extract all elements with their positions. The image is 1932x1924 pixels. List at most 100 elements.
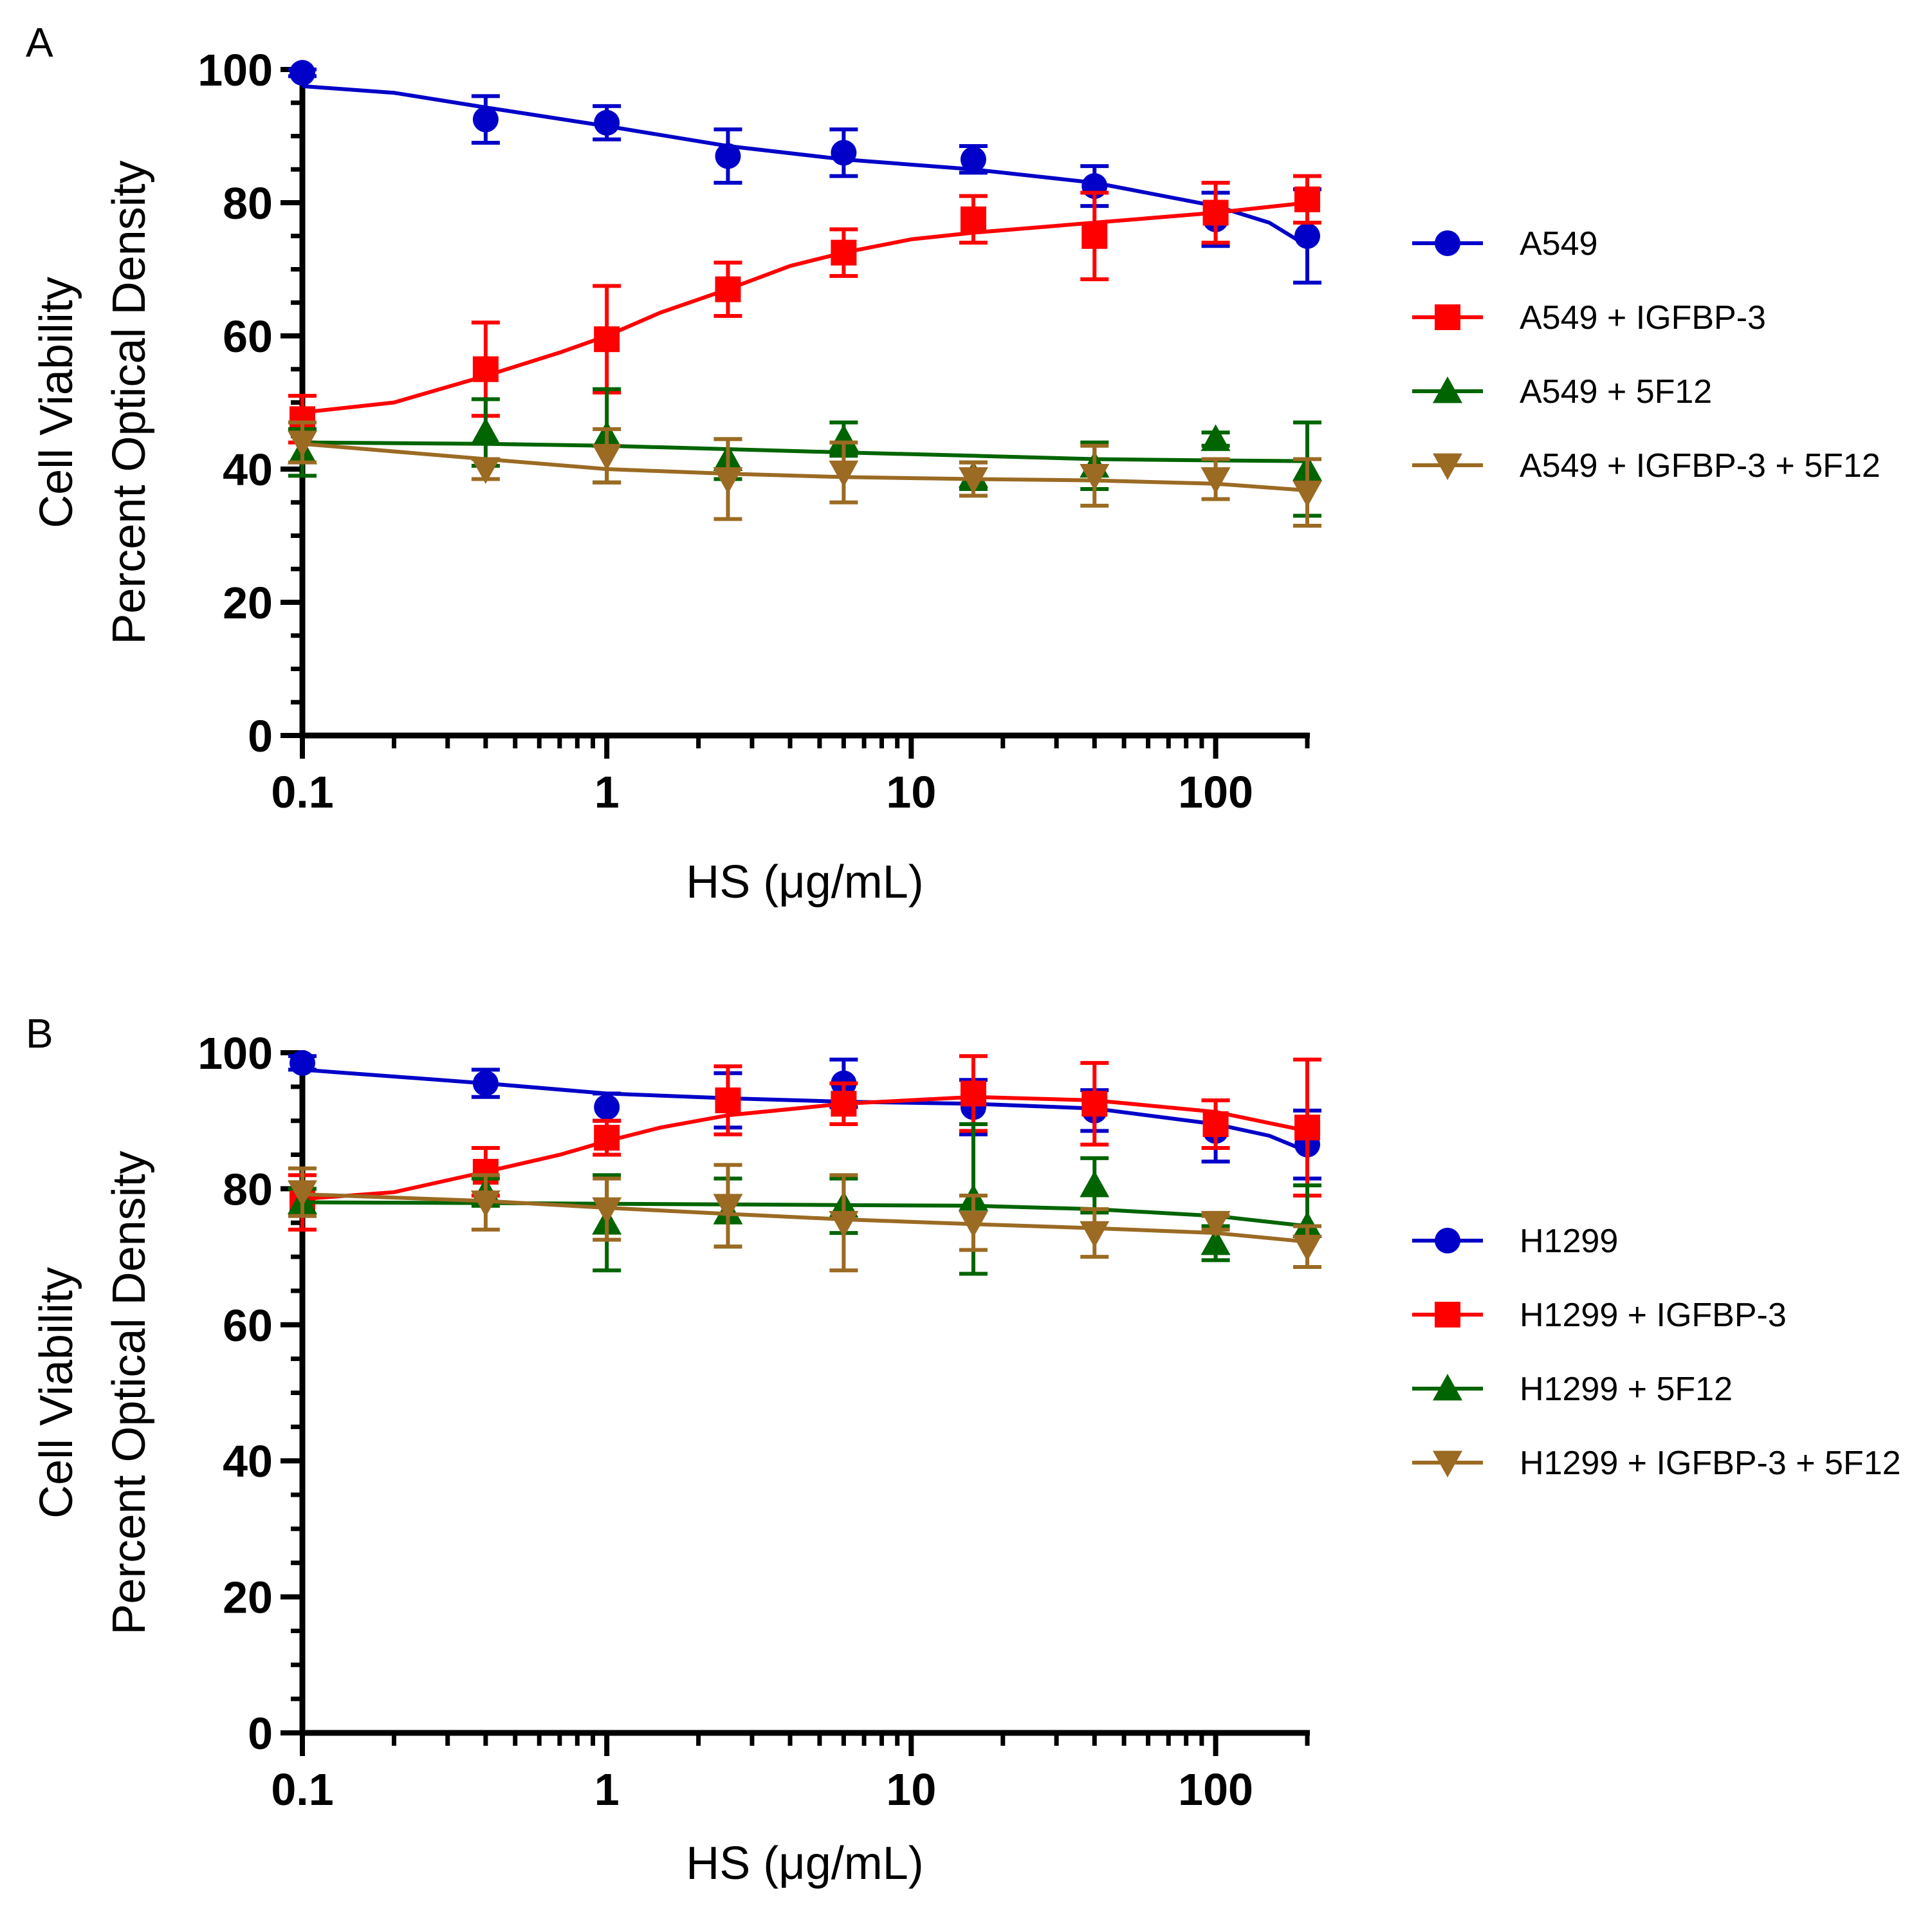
y-tick-label: 80 <box>223 1164 273 1214</box>
data-point <box>829 460 859 488</box>
data-point <box>960 206 986 232</box>
x-tick-label: 100 <box>1178 767 1253 817</box>
data-point <box>472 356 499 382</box>
data-point <box>1080 1170 1110 1198</box>
data-point <box>1201 1228 1231 1255</box>
panel-a: A 0 20 40 60 80 100 0.1 1 10 100 HS (μg/mL) Cell Via… <box>26 19 1881 908</box>
legend-marker <box>1435 1302 1460 1327</box>
data-point <box>713 1194 743 1221</box>
y-axis-title-line: Cell Viability <box>31 277 82 528</box>
y-axis-title-line: Percent Optical Density <box>104 160 155 644</box>
data-point <box>1202 199 1229 226</box>
legend-marker <box>1433 453 1462 480</box>
data-point <box>594 1125 620 1151</box>
data-point <box>1293 480 1322 508</box>
series-2 <box>288 1054 1321 1232</box>
legend-label: H1299 + IGFBP-3 <box>1520 1297 1787 1334</box>
data-point <box>958 467 988 494</box>
x-tick-label: 1 <box>594 767 620 817</box>
x-tick-label: 0.1 <box>271 767 333 817</box>
y-tick-label: 20 <box>223 1573 273 1623</box>
data-point <box>472 106 499 133</box>
series-4 <box>288 420 1322 528</box>
data-point <box>1080 1221 1110 1248</box>
legend-label: A549 + IGFBP-3 <box>1520 299 1766 337</box>
data-point <box>290 60 315 86</box>
data-point <box>1201 424 1231 451</box>
legend-marker <box>1433 376 1462 403</box>
legend: A549 A549 + IGFBP-3 A549 + 5F12 A549 + IGFB… <box>1412 225 1881 485</box>
data-point <box>831 239 857 266</box>
data-point <box>592 1197 622 1225</box>
y-axis-title-line: Percent Optical Density <box>104 1151 155 1634</box>
data-point <box>958 1210 988 1238</box>
data-point <box>1201 467 1231 494</box>
data-point <box>1081 223 1108 249</box>
data-point <box>288 1180 317 1207</box>
data-point <box>831 140 857 166</box>
data-point <box>1294 186 1320 212</box>
legend-marker <box>1435 230 1460 256</box>
data-point <box>1294 1115 1320 1141</box>
panel-letter: B <box>26 1010 53 1057</box>
x-axis-title: HS (μg/mL) <box>686 1838 924 1889</box>
y-tick-label: 100 <box>198 1028 273 1078</box>
data-point <box>594 1094 620 1120</box>
data-point <box>470 457 501 484</box>
legend-label: A549 + IGFBP-3 + 5F12 <box>1520 447 1881 485</box>
legend-marker <box>1435 304 1460 330</box>
data-point <box>594 326 620 353</box>
x-tick-label: 10 <box>886 1764 936 1815</box>
data-point <box>960 146 986 172</box>
data-point <box>592 443 622 471</box>
data-point <box>470 418 501 445</box>
y-tick-label: 80 <box>223 178 273 228</box>
legend-marker <box>1433 1450 1462 1477</box>
data-point <box>831 1091 857 1117</box>
data-point <box>960 1080 986 1107</box>
legend-label: A549 + 5F12 <box>1520 373 1712 411</box>
data-point <box>1294 223 1320 249</box>
data-point <box>288 430 317 458</box>
legend: H1299 H1299 + IGFBP-3 H1299 + 5F12 H1299 + … <box>1412 1223 1901 1482</box>
y-tick-label: 0 <box>248 1708 273 1759</box>
data-point <box>470 1190 501 1217</box>
y-tick-label: 0 <box>248 711 273 761</box>
data-point <box>594 109 620 136</box>
data-point <box>1202 1111 1229 1137</box>
data-point <box>715 1087 741 1113</box>
x-tick-label: 100 <box>1178 1764 1253 1815</box>
data-point <box>472 1070 499 1096</box>
data-point <box>713 467 743 494</box>
legend-label: H1299 + 5F12 <box>1520 1371 1733 1408</box>
y-tick-label: 20 <box>223 578 273 628</box>
data-point <box>829 1210 859 1238</box>
panel-b: B 0 20 40 60 80 100 0.1 1 10 100 HS (μg/mL) Cell Via… <box>26 1010 1901 1889</box>
legend-label: H1299 + IGFBP-3 + 5F12 <box>1520 1445 1901 1482</box>
y-tick-label: 100 <box>198 45 273 95</box>
data-point <box>715 143 741 169</box>
panel-letter: A <box>26 19 53 66</box>
legend-label: A549 <box>1520 225 1597 263</box>
data-point <box>1080 463 1110 491</box>
legend-marker <box>1435 1228 1460 1253</box>
y-tick-label: 40 <box>223 1436 273 1486</box>
data-point <box>715 276 741 302</box>
y-tick-label: 60 <box>223 311 273 362</box>
x-tick-label: 0.1 <box>271 1764 333 1815</box>
legend-marker <box>1433 1374 1462 1401</box>
x-tick-label: 1 <box>594 1764 620 1815</box>
y-tick-label: 60 <box>223 1300 273 1351</box>
fit-line <box>302 1095 1308 1201</box>
data-point <box>1201 1210 1231 1238</box>
data-point <box>290 1050 315 1076</box>
x-axis-title: HS (μg/mL) <box>686 856 924 908</box>
data-point <box>1081 1091 1108 1117</box>
fit-line <box>302 1068 1309 1154</box>
legend-label: H1299 <box>1520 1223 1618 1260</box>
y-axis-title-line: Cell Viability <box>31 1267 82 1519</box>
x-tick-label: 10 <box>886 767 936 817</box>
series-2 <box>288 174 1321 445</box>
data-point <box>1293 1234 1322 1262</box>
